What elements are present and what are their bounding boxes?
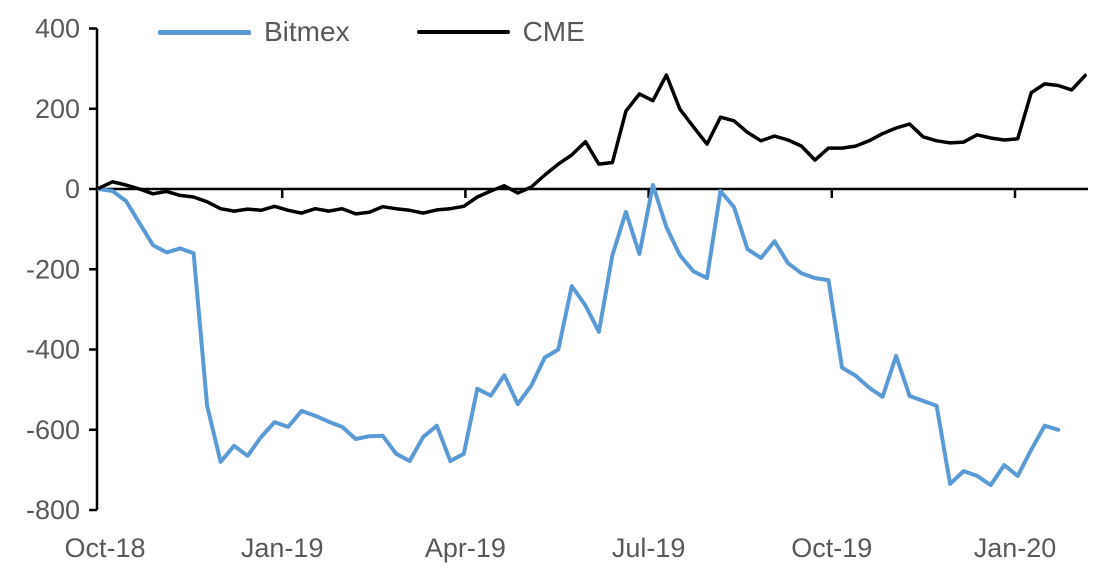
bitmex-line [97, 183, 1061, 488]
x-tick-label: Jan-19 [241, 533, 324, 563]
x-tick-label: Oct-19 [791, 533, 872, 563]
bitmex-line-swatch [158, 29, 251, 35]
y-tick-label: 200 [35, 94, 80, 124]
x-tick-label: Jul-19 [612, 533, 686, 563]
x-tick-label: Apr-19 [425, 533, 506, 563]
x-tick-label: Jan-20 [974, 533, 1057, 563]
x-tick-label: Oct-18 [64, 533, 145, 563]
legend-item-bitmex: Bitmex [158, 18, 350, 46]
cme-line [97, 73, 1087, 216]
y-tick-label: 400 [35, 14, 80, 44]
y-tick-label: -800 [26, 495, 80, 525]
chart-legend: Bitmex CME [158, 18, 585, 46]
y-tick-label: 0 [65, 174, 80, 204]
y-tick-label: -600 [26, 415, 80, 445]
cme-line-swatch [416, 30, 510, 34]
y-tick-label: -400 [26, 335, 80, 365]
legend-label-cme: CME [522, 16, 585, 47]
legend-item-cme: CME [416, 16, 585, 47]
legend-label-bitmex: Bitmex [264, 16, 350, 47]
y-tick-label: -200 [26, 254, 80, 284]
